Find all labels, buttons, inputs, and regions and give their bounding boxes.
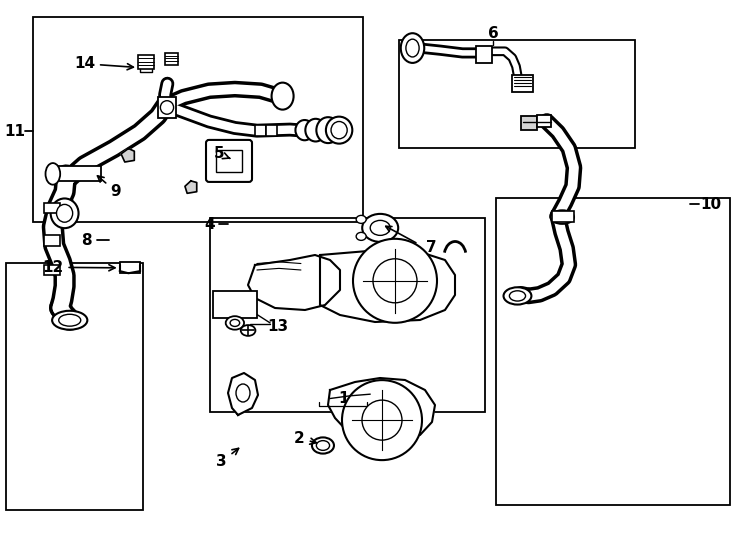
Bar xyxy=(138,55,154,69)
Bar xyxy=(53,166,101,181)
Ellipse shape xyxy=(51,198,79,228)
Circle shape xyxy=(353,239,437,323)
Ellipse shape xyxy=(401,33,424,63)
Text: 4: 4 xyxy=(204,217,214,232)
Bar xyxy=(552,211,574,222)
Text: 2: 2 xyxy=(294,431,316,446)
Ellipse shape xyxy=(550,211,574,224)
Bar xyxy=(399,40,635,148)
Ellipse shape xyxy=(161,100,174,114)
Bar xyxy=(213,291,257,318)
Ellipse shape xyxy=(59,314,81,326)
Bar xyxy=(266,125,277,136)
Text: 10: 10 xyxy=(700,197,721,212)
Polygon shape xyxy=(320,250,455,322)
Ellipse shape xyxy=(295,120,314,140)
Polygon shape xyxy=(248,255,340,310)
Text: 11: 11 xyxy=(4,124,25,139)
Ellipse shape xyxy=(316,441,330,450)
Ellipse shape xyxy=(225,316,244,329)
Ellipse shape xyxy=(272,83,294,110)
Text: 7: 7 xyxy=(426,240,437,255)
Bar xyxy=(6,263,143,510)
Text: 14: 14 xyxy=(74,56,134,71)
Circle shape xyxy=(342,380,422,460)
Bar xyxy=(44,202,60,213)
Text: 3: 3 xyxy=(217,448,239,469)
Polygon shape xyxy=(121,148,134,162)
Polygon shape xyxy=(228,373,258,415)
Bar xyxy=(216,150,242,172)
Ellipse shape xyxy=(504,287,531,305)
Bar xyxy=(165,53,178,65)
Ellipse shape xyxy=(52,310,87,329)
Bar xyxy=(44,235,60,246)
Ellipse shape xyxy=(305,119,326,141)
Text: 8: 8 xyxy=(81,233,92,248)
Ellipse shape xyxy=(356,215,366,224)
Bar xyxy=(537,115,550,127)
Ellipse shape xyxy=(57,204,73,222)
Text: 5: 5 xyxy=(214,146,230,161)
Ellipse shape xyxy=(331,122,347,139)
Ellipse shape xyxy=(356,232,366,240)
Bar xyxy=(210,218,485,412)
Ellipse shape xyxy=(509,291,526,301)
Bar xyxy=(120,262,140,273)
Ellipse shape xyxy=(362,214,399,242)
Ellipse shape xyxy=(370,220,390,235)
Bar xyxy=(158,97,176,118)
Ellipse shape xyxy=(236,384,250,402)
Bar xyxy=(521,116,537,130)
Ellipse shape xyxy=(230,319,239,326)
Ellipse shape xyxy=(406,39,419,57)
Bar xyxy=(33,17,363,222)
Text: 13: 13 xyxy=(267,319,288,334)
Polygon shape xyxy=(328,378,435,440)
Circle shape xyxy=(373,259,417,303)
Ellipse shape xyxy=(241,325,255,336)
Text: 1: 1 xyxy=(338,391,349,406)
Bar xyxy=(255,125,266,136)
Ellipse shape xyxy=(326,117,352,144)
Text: 9: 9 xyxy=(98,176,121,199)
Ellipse shape xyxy=(316,117,340,143)
Text: 6: 6 xyxy=(488,26,498,41)
FancyBboxPatch shape xyxy=(206,140,252,182)
Bar xyxy=(496,198,730,505)
Bar xyxy=(476,46,492,63)
Polygon shape xyxy=(185,181,197,193)
Bar xyxy=(512,75,533,92)
Circle shape xyxy=(362,400,402,440)
Ellipse shape xyxy=(46,163,60,185)
Bar xyxy=(44,265,60,275)
Text: 12: 12 xyxy=(43,260,115,275)
Ellipse shape xyxy=(312,437,334,454)
